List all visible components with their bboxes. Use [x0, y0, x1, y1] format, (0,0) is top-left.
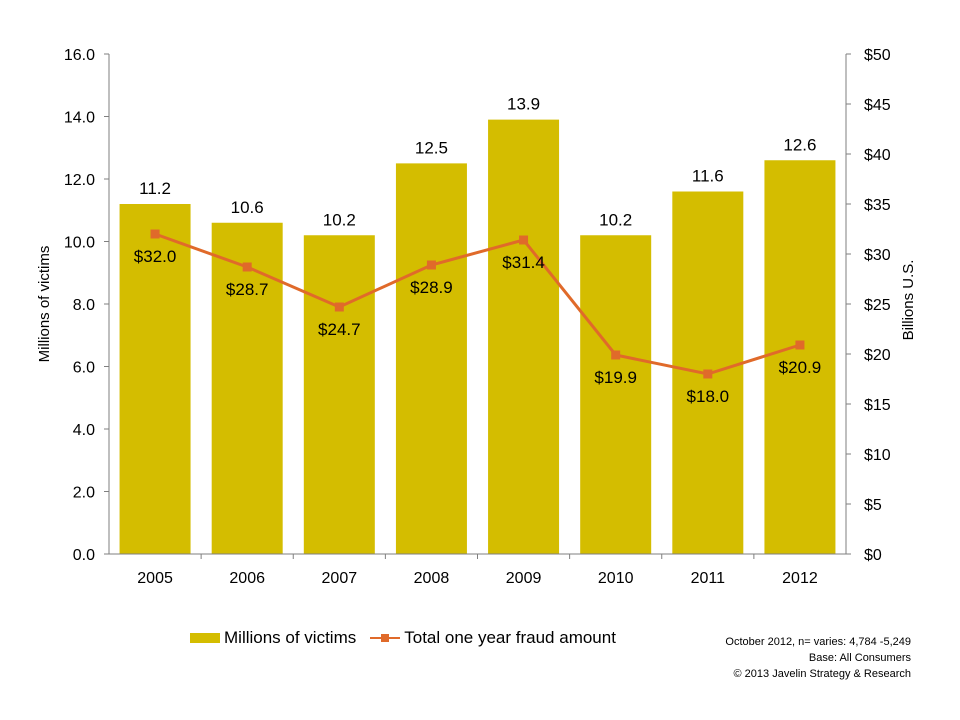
bar	[580, 235, 652, 554]
line-series: $32.0 $28.7 $24.7 $28.9 $31.4 $19.9 $18.0 $20.9	[134, 229, 822, 406]
bar-value-label: 10.2	[599, 210, 632, 229]
bar-value-label: 13.9	[507, 95, 540, 114]
line-value-label: $28.9	[410, 278, 453, 297]
bar	[395, 163, 467, 554]
line-point	[150, 229, 160, 239]
y-tick-label: 10.0	[64, 235, 95, 252]
y2-tick-label: $45	[864, 97, 891, 114]
y-axis-title: Millions of victims	[36, 246, 53, 363]
bar-value-label: 12.6	[783, 135, 816, 154]
y2-tick-label: $25	[864, 297, 891, 314]
source-line: Base: All Consumers	[808, 652, 911, 664]
bar-series: 11.2 10.6 10.2 12.5 13.9 10.2 11.6 12.6	[119, 95, 836, 554]
x-tick-label: 2012	[782, 570, 818, 587]
y2-tick-label: $50	[864, 47, 891, 64]
line-value-label: $28.7	[226, 280, 269, 299]
legend: Millions of victims Total one year fraud…	[190, 628, 630, 648]
source-note: October 2012, n= varies: 4,784 -5,249 Ba…	[725, 634, 911, 682]
axes: 0.0 2.0 4.0 6.0 8.0 10.0 12.0 14.0 16.0 $0 $5 $10 $1…	[64, 47, 891, 587]
line-point	[519, 235, 529, 245]
legend-item-bars: Millions of victims	[190, 628, 356, 648]
legend-swatch-bar	[190, 633, 220, 643]
y2-tick-label: $0	[864, 547, 882, 564]
fraud-line	[154, 232, 801, 376]
line-value-label: $24.7	[318, 320, 361, 339]
x-tick-label: 2009	[506, 570, 542, 587]
bar-value-label: 10.6	[231, 198, 264, 217]
line-value-label: $32.0	[134, 247, 177, 266]
y2-tick-label: $5	[864, 497, 882, 514]
x-tick-label: 2011	[691, 570, 726, 587]
bar-value-label: 11.2	[139, 179, 171, 198]
source-line: © 2013 Javelin Strategy & Research	[733, 668, 911, 680]
y-tick-label: 4.0	[73, 422, 95, 439]
y2-axis-title: Billions U.S.	[900, 260, 917, 341]
x-tick-label: 2008	[414, 570, 450, 587]
y-tick-label: 6.0	[73, 360, 95, 377]
line-point	[703, 369, 713, 379]
y2-tick-label: $20	[864, 347, 891, 364]
bar-value-label: 12.5	[415, 138, 448, 157]
line-point	[334, 302, 344, 312]
y-tick-label: 12.0	[64, 172, 95, 189]
y2-tick-label: $10	[864, 447, 891, 464]
line-value-label: $20.9	[779, 358, 822, 377]
bar-value-label: 10.2	[323, 210, 356, 229]
bar	[211, 222, 283, 554]
y-tick-label: 2.0	[73, 485, 95, 502]
source-line: October 2012, n= varies: 4,784 -5,249	[725, 636, 911, 648]
line-value-label: $31.4	[502, 253, 545, 272]
legend-swatch-line	[370, 633, 401, 643]
y-tick-label: 16.0	[64, 47, 95, 64]
y-tick-label: 0.0	[73, 547, 95, 564]
x-tick-label: 2010	[598, 570, 634, 587]
line-point	[426, 260, 436, 270]
y-tick-label: 14.0	[64, 110, 95, 127]
bar	[764, 160, 836, 554]
line-value-label: $18.0	[687, 387, 730, 406]
y2-tick-label: $15	[864, 397, 891, 414]
line-value-label: $19.9	[594, 368, 637, 387]
legend-label-line: Total one year fraud amount	[404, 628, 616, 647]
x-tick-label: 2005	[137, 570, 173, 587]
line-point	[611, 350, 621, 360]
legend-label-bars: Millions of victims	[224, 628, 357, 647]
y-tick-label: 8.0	[73, 297, 95, 314]
line-point	[242, 262, 252, 272]
x-tick-label: 2007	[322, 570, 358, 587]
legend-item-line: Total one year fraud amount	[370, 628, 616, 648]
y2-tick-label: $40	[864, 147, 891, 164]
line-point	[795, 340, 805, 350]
y2-tick-label: $35	[864, 197, 891, 214]
x-tick-label: 2006	[229, 570, 265, 587]
bar	[488, 119, 560, 554]
bar	[119, 204, 191, 554]
bar	[303, 235, 375, 554]
y2-tick-label: $30	[864, 247, 891, 264]
bar-value-label: 11.6	[692, 167, 724, 186]
